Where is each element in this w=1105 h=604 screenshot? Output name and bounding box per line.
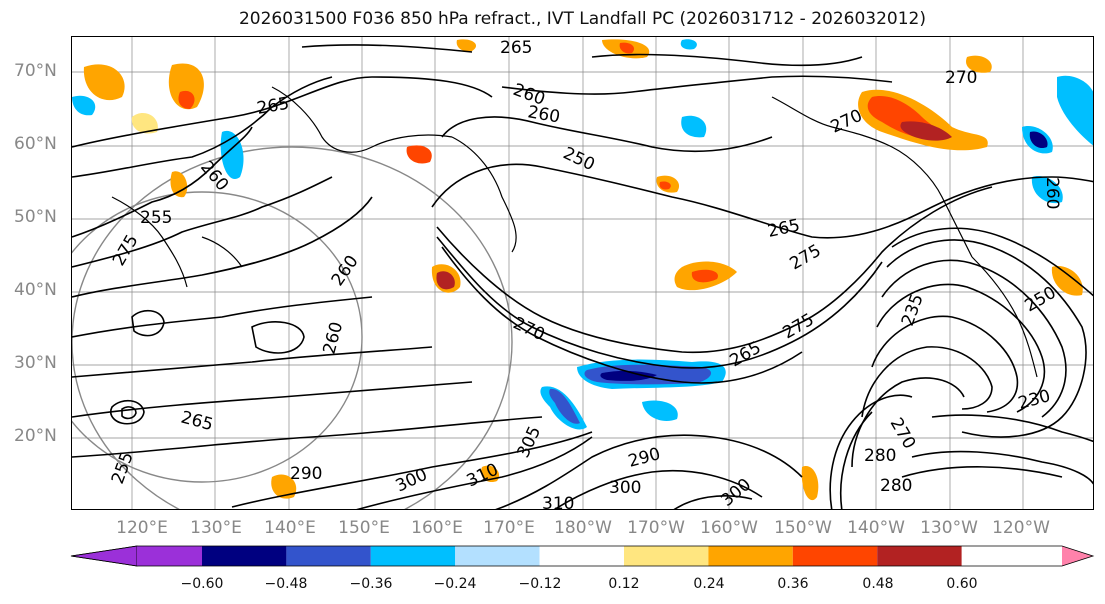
colorbar-tick-label: 0.12 [608,576,640,592]
shaded-anomalies [72,39,1093,501]
contour-label: 235 [898,291,928,328]
colorbar-segments [70,545,1095,567]
contour-label: 270 [510,313,548,345]
colorbar-segment [539,546,624,566]
contour-label: 280 [864,446,896,466]
contour-label: 265 [179,408,216,436]
colorbar-outline [70,545,1095,567]
colorbar-tick-label: −0.48 [264,576,308,592]
lat-label: 70°N [14,61,57,81]
lon-label: 150°W [774,518,832,538]
coastlines [111,86,1038,378]
colorbar-tick-label: 0.36 [777,576,809,592]
contour-lines [72,44,1093,509]
colorbar-tick-label: 0.48 [862,576,894,592]
contour-label: 250 [560,143,598,175]
contour-label: 280 [880,476,912,496]
lon-label: 120°W [992,518,1050,538]
colorbar-segment [877,546,962,566]
colorbar-segment [708,546,793,566]
lon-label: 180°W [554,518,612,538]
contour-label: 260 [526,102,561,127]
colorbar-tick-label: −0.12 [518,576,562,592]
lon-label: 130°E [190,518,242,538]
contour-label: 265 [766,216,802,242]
graticule [72,37,1093,509]
contour-label: 310 [464,460,502,492]
contour-label: 275 [109,231,143,269]
lat-label: 30°N [14,353,57,373]
contour-label: 265 [500,38,532,58]
contour-label: 290 [290,464,322,484]
contour-label: 305 [513,423,545,461]
lon-label: 140°E [264,518,316,538]
contour-label: 300 [609,478,641,498]
lat-label: 40°N [14,280,57,300]
colorbar-segment [455,546,540,566]
lon-label: 140°W [847,518,905,538]
colorbar-segment [202,546,287,566]
map-title: 2026031500 F036 850 hPa refract., IVT La… [238,9,926,29]
map-canvas: 265 260 260 270 265 260 255 250 275 260 … [72,37,1093,510]
contour-label: 230 [1016,386,1053,414]
contour-label: 290 [626,444,663,472]
lon-label: 160°W [700,518,758,538]
colorbar-segment [370,546,456,566]
lat-label: 50°N [14,207,57,227]
lon-label: 130°W [920,518,978,538]
lon-label: 150°E [338,518,390,538]
colorbar-segment [624,546,709,566]
colorbar-tick-label: 0.60 [946,576,978,592]
lat-label: 20°N [14,426,57,446]
colorbar-segment [286,546,371,566]
colorbar-extend-high [1062,546,1093,566]
colorbar [70,545,1095,567]
lon-label: 120°E [116,518,168,538]
contour-label: 255 [140,208,172,228]
contour-label: 310 [542,494,574,510]
map-plot-area: 265 260 260 270 265 260 255 250 275 260 … [71,36,1094,510]
colorbar-tick-label: −0.36 [349,576,393,592]
contour-label: 265 [727,338,765,372]
lon-label: 170°W [627,518,685,538]
colorbar-tick-label: −0.60 [180,576,224,592]
range-circles [72,146,513,509]
colorbar-tick-label: −0.24 [433,576,477,592]
lon-label: 160°E [411,518,463,538]
colorbar-segment [137,546,202,566]
lon-label: 170°E [483,518,535,538]
contour-label: 265 [255,94,290,119]
contour-label: 270 [945,68,977,88]
colorbar-tick-label: 0.24 [693,576,725,592]
contour-label: 260 [1042,177,1062,209]
colorbar-segment [792,546,878,566]
lat-label: 60°N [14,134,57,154]
colorbar-extend-low [70,545,138,567]
contour-label: 275 [787,241,825,275]
contour-label: 260 [320,320,348,357]
contour-label: 300 [393,465,431,497]
contour-label: 300 [717,475,755,510]
contour-label: 260 [328,252,363,290]
